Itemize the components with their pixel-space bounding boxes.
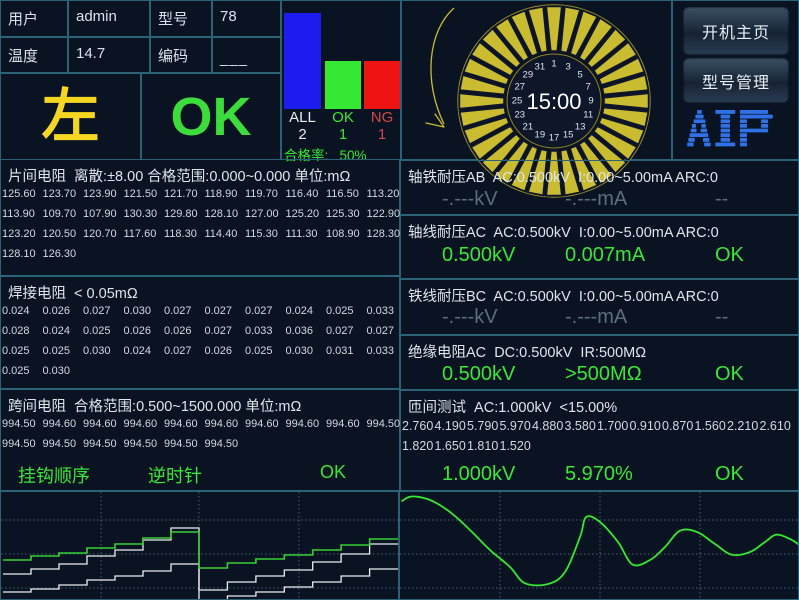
svg-text:9: 9 bbox=[588, 96, 593, 107]
svg-text:19: 19 bbox=[535, 130, 546, 141]
svg-text:11: 11 bbox=[583, 110, 593, 121]
svg-text:1: 1 bbox=[551, 59, 556, 70]
svg-text:15:00: 15:00 bbox=[526, 89, 581, 114]
svg-text:7: 7 bbox=[586, 81, 591, 92]
svg-text:15: 15 bbox=[563, 130, 574, 141]
svg-text:17: 17 bbox=[549, 133, 560, 144]
svg-text:23: 23 bbox=[515, 110, 526, 121]
svg-text:5: 5 bbox=[578, 69, 583, 80]
svg-text:29: 29 bbox=[523, 69, 534, 80]
svg-text:27: 27 bbox=[515, 81, 526, 92]
svg-text:3: 3 bbox=[566, 61, 571, 72]
svg-text:25: 25 bbox=[512, 96, 523, 107]
svg-text:21: 21 bbox=[523, 122, 534, 133]
svg-text:13: 13 bbox=[575, 122, 586, 133]
svg-text:31: 31 bbox=[535, 61, 546, 72]
